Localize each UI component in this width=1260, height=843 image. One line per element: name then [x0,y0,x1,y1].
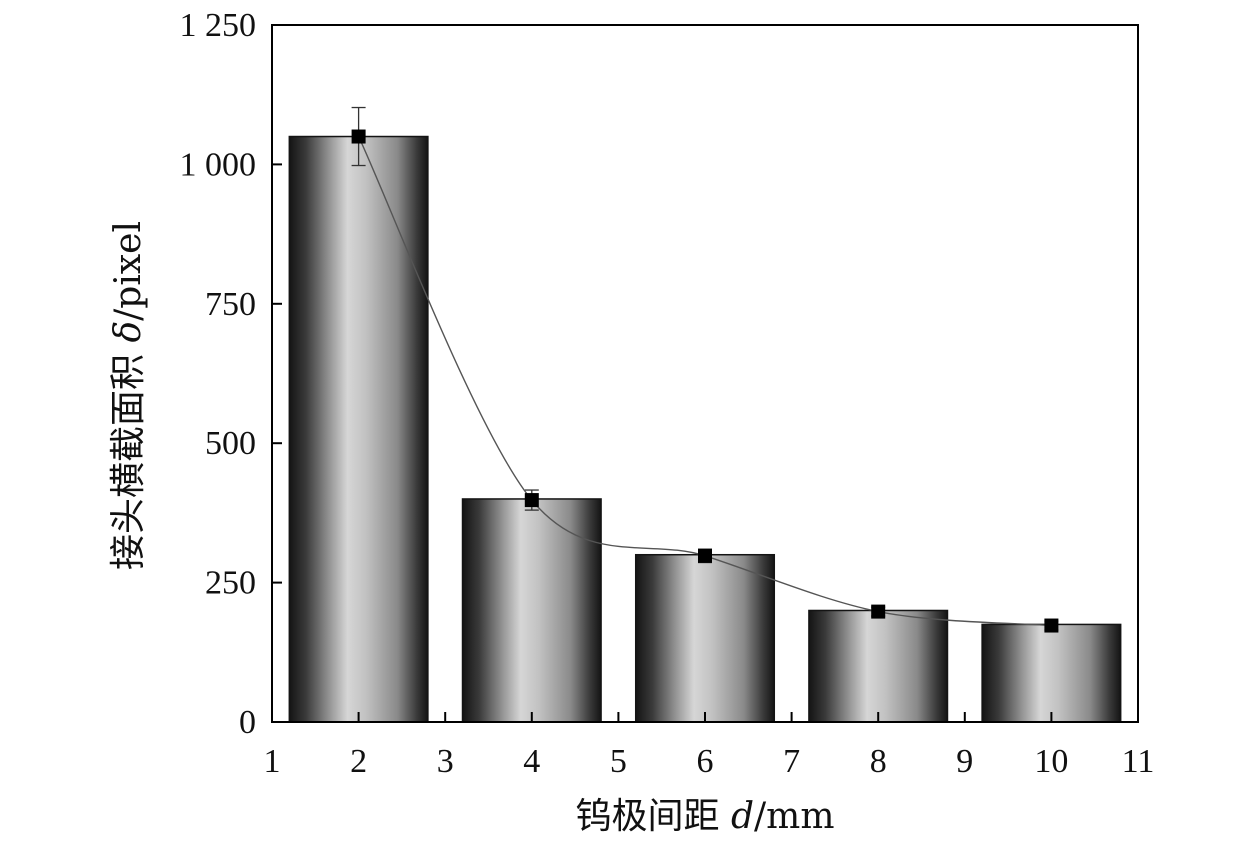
x-tick-label-5: 5 [610,743,627,780]
y-axis-label-symbol: δ [108,321,149,343]
y-axis-label: 接头横截面积 δ/pixel [108,221,149,570]
y-tick-label-750: 750 [205,286,256,323]
marker-4 [524,493,539,508]
marker-8 [871,604,886,619]
x-tick-label-7: 7 [783,743,800,780]
trend-line [357,136,1052,627]
marker-10 [1044,618,1059,633]
x-tick-label-4: 4 [523,743,540,780]
y-tick-label-1000: 1 000 [180,146,257,183]
bar-2 [288,135,429,723]
x-axis-label-unit: /mm [754,796,834,837]
bar-4 [461,498,602,723]
marker-6 [698,548,712,563]
bar-10 [981,623,1122,723]
y-tick-label-0: 0 [239,704,256,741]
bar-8 [808,609,949,723]
x-axis-label-symbol: d [731,796,754,837]
x-ticks-group: 1 2 3 4 5 6 7 8 9 10 11 [264,712,1155,780]
y-tick-label-250: 250 [205,565,256,602]
x-axis-label: 钨极间距 d/mm [576,796,835,837]
x-tick-label-11: 11 [1122,743,1155,780]
x-tick-label-2: 2 [350,743,367,780]
y-tick-label-1250: 1 250 [180,7,257,44]
bar-6 [634,553,776,723]
x-tick-label-10: 10 [1034,743,1068,780]
x-axis-label-text: 钨极间距 [576,796,731,837]
markers-group [351,129,1059,633]
bars-group [288,135,1122,723]
y-ticks-group: 0 250 500 750 1 000 1 250 [180,7,282,741]
y-tick-label-500: 500 [205,425,256,462]
marker-2 [351,129,366,144]
x-tick-label-6: 6 [697,743,714,780]
x-tick-label-1: 1 [264,743,281,780]
x-tick-label-9: 9 [956,743,973,780]
y-axis-label-unit: /pixel [108,221,149,321]
x-tick-label-8: 8 [870,743,887,780]
y-axis-label-text: 接头横截面积 [108,343,149,570]
x-tick-label-3: 3 [437,743,454,780]
